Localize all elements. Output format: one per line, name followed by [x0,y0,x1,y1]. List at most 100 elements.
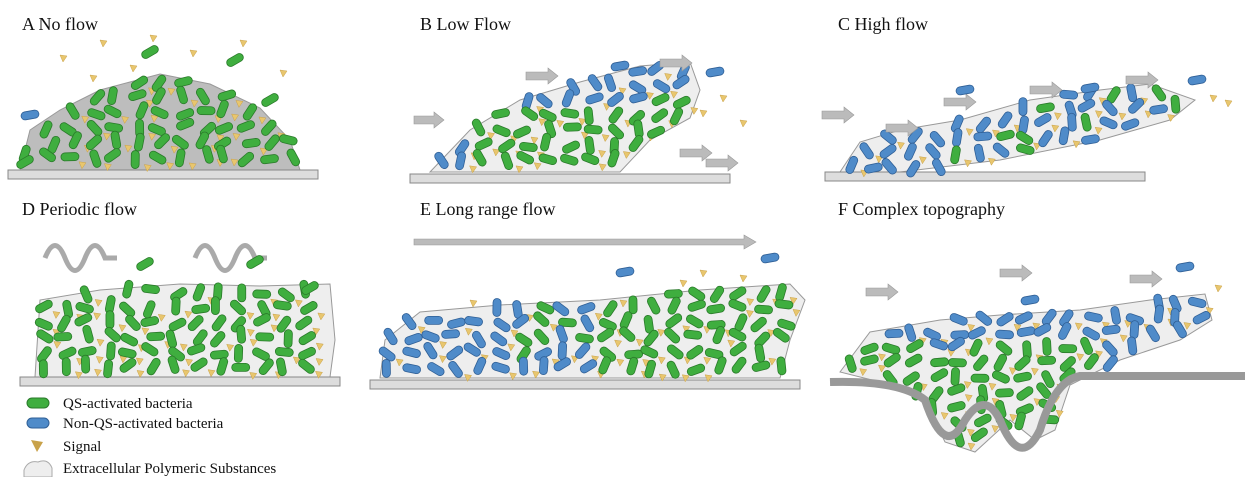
non-qs-bacterium [1038,130,1053,148]
non-qs-bacterium [518,356,529,376]
qs-bacterium [36,329,54,344]
flow-arrow [943,93,977,111]
non-qs-bacterium [1175,261,1195,273]
non-qs-bacterium [1172,320,1187,339]
signal [170,145,179,154]
signal [249,372,258,380]
qs-bacterium [974,413,992,428]
non-qs-bacterium [455,151,467,171]
qs-bacterium [187,315,204,332]
qs-bacterium [598,318,617,331]
non-qs-bacterium [603,73,617,92]
signal [464,327,473,336]
qs-bacterium [190,357,208,372]
qs-bacterium [300,301,318,315]
qs-bacterium [709,285,725,304]
non-qs-bacterium [1077,98,1096,113]
qs-bacterium [286,148,301,167]
qs-bacterium [538,153,558,166]
qs-bacterium [276,315,292,333]
qs-bacterium [171,134,189,150]
signal [1055,409,1064,418]
signal [189,49,198,58]
signal [93,312,102,321]
qs-bacterium [195,131,210,150]
qs-bacterium [750,316,767,333]
qs-bacterium [519,141,538,152]
qs-bacterium [65,102,80,120]
qs-bacterium [948,358,967,368]
signal [1209,94,1218,103]
signal [141,327,150,336]
non-qs-bacterium [615,266,635,278]
signal [580,131,589,140]
qs-bacterium [683,329,703,340]
panel-label: B Low Flow [420,14,511,34]
flow-arrow [1129,270,1163,288]
non-qs-bacterium [925,143,941,160]
signal [207,369,216,378]
substrate [824,171,1146,182]
signal [616,358,625,367]
qs-bacterium [142,300,156,319]
qs-bacterium [261,93,279,107]
non-qs-bacterium [884,328,904,339]
non-qs-bacterium [402,363,421,375]
qs-bacterium [756,285,771,303]
qs-bacterium [1015,130,1034,145]
signal [985,337,994,346]
qs-bacterium [107,86,118,105]
qs-bacterium [640,345,659,359]
qs-bacterium [103,104,122,119]
non-qs-bacterium [473,356,487,375]
qs-bacterium [147,123,166,136]
signal [533,162,542,171]
signal [246,312,255,321]
signal [166,162,175,171]
qs-bacterium [75,302,94,314]
qs-bacterium [261,119,277,136]
signal [635,338,644,347]
qs-bacterium [776,356,787,376]
qs-bacterium [1042,337,1052,356]
signal [96,338,105,347]
qs-bacterium [236,120,255,133]
signal [1119,334,1128,343]
qs-bacterium [667,296,681,315]
non-qs-bacterium [1059,89,1079,100]
qs-bacterium [229,299,247,316]
qs-bacterium [35,299,53,314]
signal [487,132,495,140]
qs-bacterium [192,283,206,302]
signal [239,39,248,48]
non-qs-bacterium [1129,320,1140,340]
qs-bacterium [171,296,181,316]
signal [614,339,623,348]
qs-bacterium [241,137,261,149]
qs-bacterium [168,317,187,332]
signal [739,119,748,128]
qs-bacterium [669,107,684,126]
qs-bacterium [704,348,724,360]
qs-bacterium [174,76,193,88]
qs-bacterium [930,368,949,383]
qs-bacterium [608,123,625,140]
signal [1094,126,1103,135]
non-qs-bacterium [1187,296,1207,309]
qs-bacterium [103,148,121,163]
signal [719,94,728,103]
non-qs-bacterium [402,346,421,358]
non-qs-bacterium [996,312,1014,327]
qs-bacterium [608,106,624,124]
non-qs-bacterium [845,155,859,174]
qs-bacterium [603,300,618,318]
qs-bacterium [252,289,272,299]
qs-bacterium [176,85,188,105]
non-qs-bacterium [628,80,647,95]
qs-bacterium [471,118,486,137]
panel-label: F Complex topography [838,199,1005,219]
signal [81,115,90,124]
qs-bacterium [558,317,577,328]
signal [53,341,62,349]
qs-bacterium [39,120,53,139]
